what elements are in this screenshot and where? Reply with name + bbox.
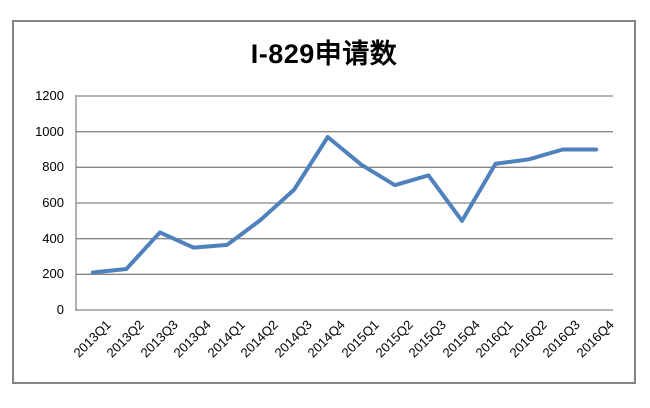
y-axis-tick-label: 1000 <box>35 123 64 139</box>
y-axis-tick-label: 0 <box>56 302 64 317</box>
chart-container <box>12 20 636 384</box>
y-axis-tick-label: 600 <box>42 195 64 210</box>
y-axis-tick-label: 1200 <box>35 88 64 103</box>
y-axis-tick-label: 800 <box>42 159 64 175</box>
y-axis-tick-label: 400 <box>42 230 64 246</box>
series-line <box>90 135 599 275</box>
y-axis-tick-label: 200 <box>42 266 64 282</box>
chart-title: I-829申请数 <box>250 39 398 69</box>
